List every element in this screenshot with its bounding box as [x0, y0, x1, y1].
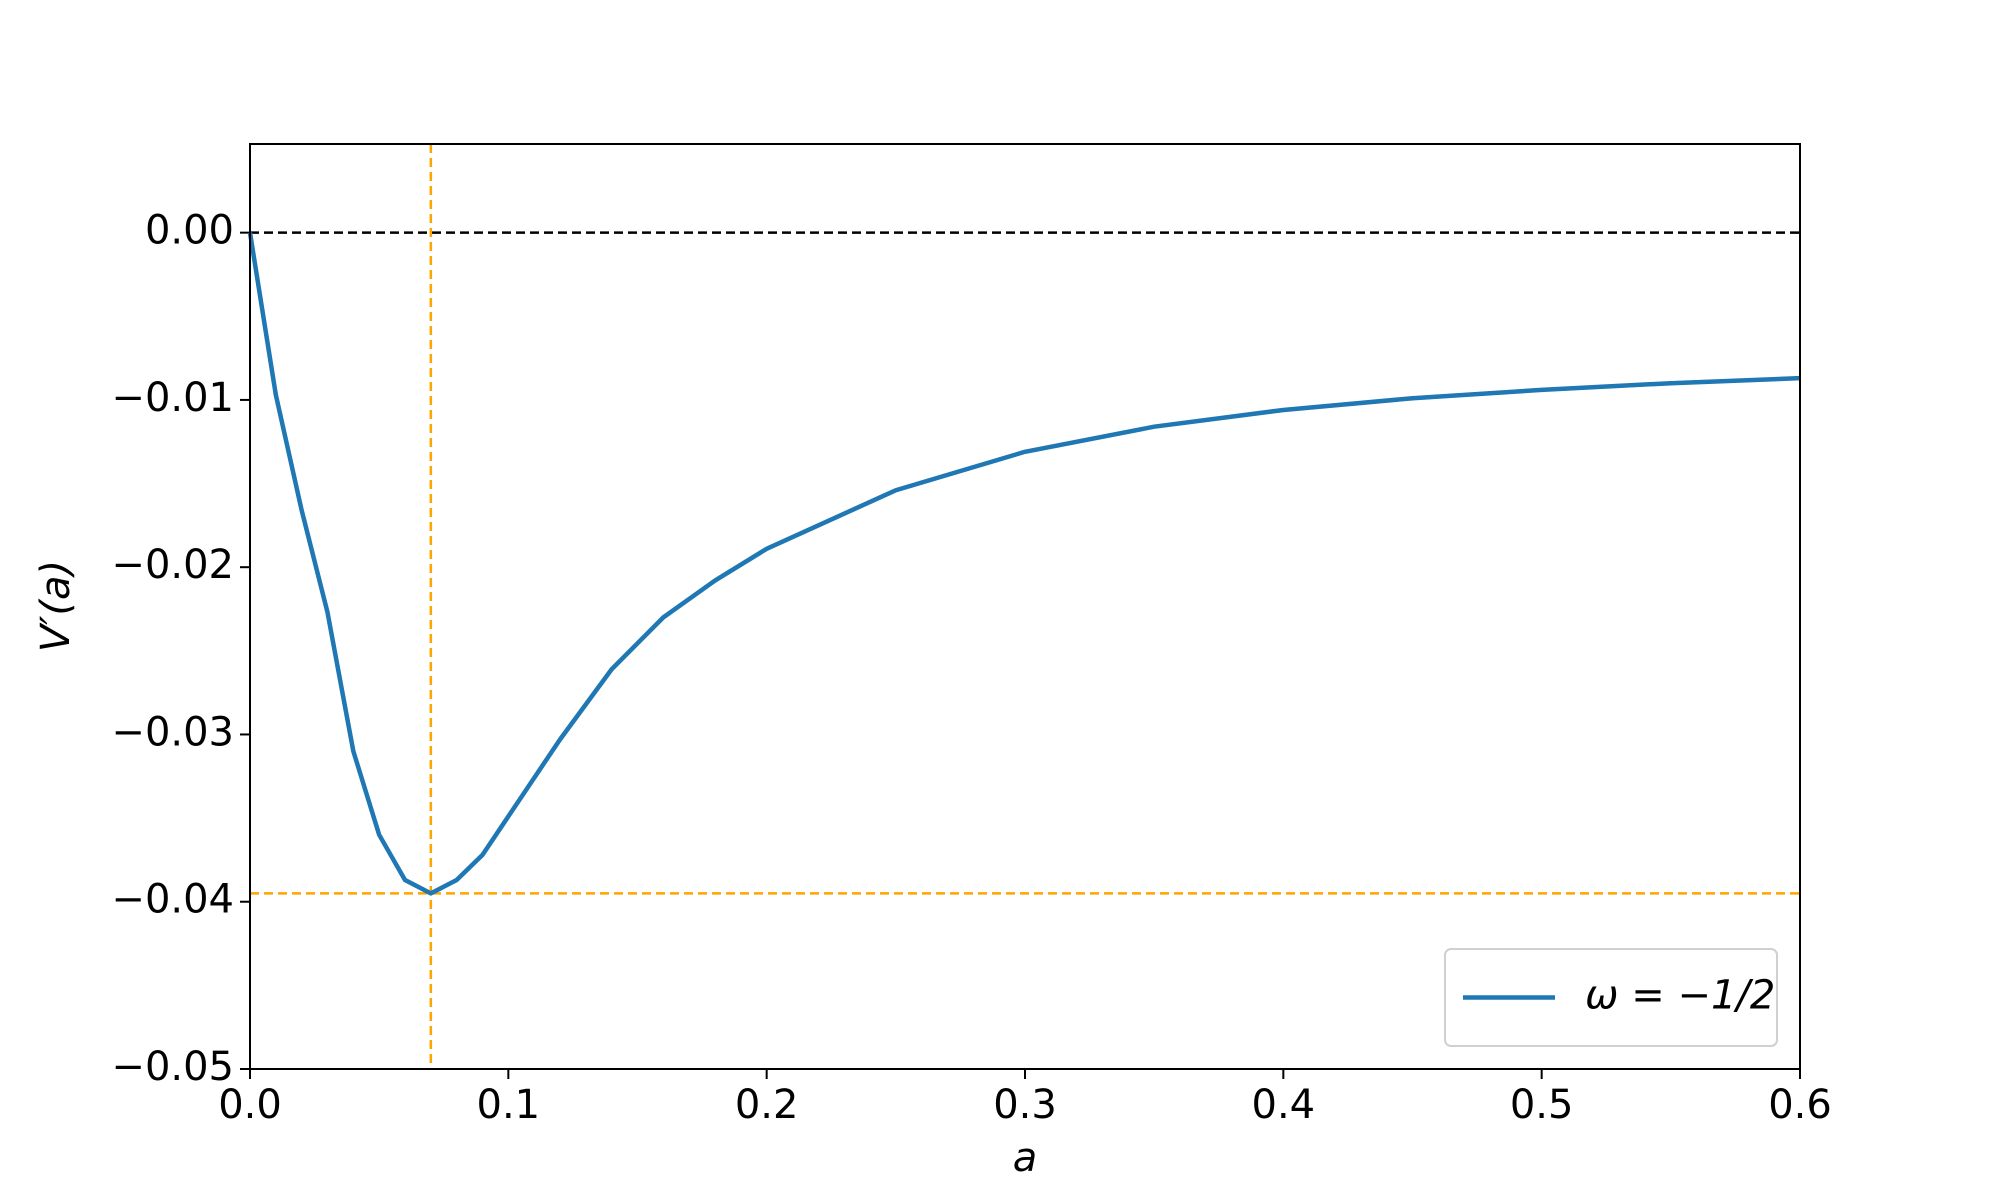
- x-tick-label: 0.1: [477, 1082, 541, 1128]
- y-tick-label: −0.03: [111, 709, 234, 755]
- y-tick-label: −0.01: [111, 375, 234, 421]
- plot-frame: [249, 143, 1801, 1070]
- data-line: [247, 232, 1801, 896]
- y-tick-label: 0.00: [145, 208, 234, 254]
- y-axis-label: V′(a): [33, 560, 79, 652]
- legend-box: [1444, 948, 1778, 1047]
- legend-label: ω = −1/2: [1585, 973, 1775, 1019]
- x-tick-label: 0.3: [993, 1082, 1057, 1128]
- x-tick-label: 0.2: [735, 1082, 799, 1128]
- y-tick-label: −0.02: [111, 542, 234, 588]
- x-tick-label: 0.6: [1768, 1082, 1832, 1128]
- x-tick-label: 0.0: [218, 1082, 282, 1128]
- x-tick-label: 0.5: [1510, 1082, 1574, 1128]
- y-tick-label: −0.04: [111, 877, 234, 923]
- y-tick-label: −0.05: [111, 1044, 234, 1090]
- x-axis-label: a: [1013, 1135, 1038, 1181]
- x-tick-label: 0.4: [1252, 1082, 1316, 1128]
